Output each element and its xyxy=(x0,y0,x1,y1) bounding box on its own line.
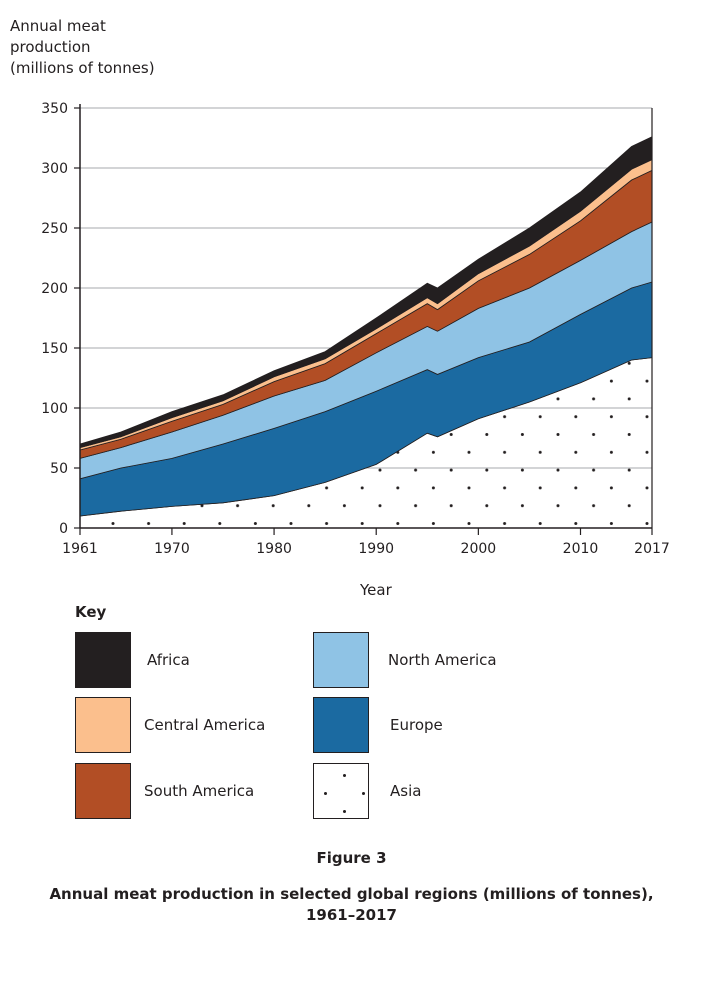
x-tick-label: 2017 xyxy=(634,541,670,557)
legend-label-africa: Africa xyxy=(147,651,190,669)
y-axis-title-line: Annual meat xyxy=(10,17,106,35)
figure-caption: Annual meat production in selected globa… xyxy=(0,884,703,926)
stacked-area-chart: 0 50 100 150 200 250 300 350 1961 1970 1980 1990 200… xyxy=(41,101,670,557)
legend-swatch-asia xyxy=(313,763,369,819)
y-axis-title-line: production xyxy=(10,38,91,56)
caption-line: Annual meat production in selected globa… xyxy=(49,885,654,903)
dot xyxy=(343,810,346,813)
dot xyxy=(343,774,346,777)
y-tick-label: 250 xyxy=(41,221,68,237)
y-axis-title-line: (millions of tonnes) xyxy=(10,59,155,77)
x-tick-label: 2000 xyxy=(461,541,497,557)
x-tick-label: 1970 xyxy=(154,541,190,557)
legend-swatch-europe xyxy=(313,697,369,753)
legend-label-north-america: North America xyxy=(388,651,497,669)
legend-label-asia: Asia xyxy=(390,782,422,800)
dot xyxy=(362,792,365,795)
caption-line: 1961–2017 xyxy=(306,906,397,924)
y-axis-title: Annual meat production (millions of tonn… xyxy=(10,16,155,79)
legend-label-south-america: South America xyxy=(144,782,255,800)
y-tick-label: 50 xyxy=(50,461,68,477)
legend-label-central-america: Central America xyxy=(144,716,266,734)
legend-title: Key xyxy=(75,603,107,621)
y-tick-label: 150 xyxy=(41,341,68,357)
y-tick-label: 200 xyxy=(41,281,68,297)
dot xyxy=(324,792,327,795)
y-tick-label: 300 xyxy=(41,161,68,177)
x-tick-label: 1980 xyxy=(256,541,292,557)
legend-swatch-north-america xyxy=(313,632,369,688)
y-tick-label: 350 xyxy=(41,101,68,117)
x-tick-label: 1961 xyxy=(62,541,98,557)
x-tick-label: 2010 xyxy=(563,541,599,557)
legend-swatch-africa xyxy=(75,632,131,688)
x-axis-title: Year xyxy=(360,581,392,599)
legend-swatch-central-america xyxy=(75,697,131,753)
legend-swatch-south-america xyxy=(75,763,131,819)
y-tick-label: 100 xyxy=(41,401,68,417)
x-tick-label: 1990 xyxy=(358,541,394,557)
y-tick-label: 0 xyxy=(59,521,68,537)
legend-label-europe: Europe xyxy=(390,716,443,734)
figure-label: Figure 3 xyxy=(316,849,387,867)
